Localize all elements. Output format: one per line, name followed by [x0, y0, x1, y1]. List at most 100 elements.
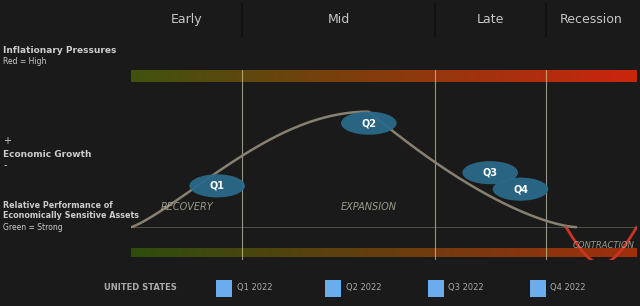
Bar: [364, 248, 369, 257]
Bar: [147, 248, 152, 257]
Text: Q2: Q2: [362, 118, 376, 128]
Text: Q4: Q4: [513, 184, 528, 194]
Bar: [268, 70, 273, 82]
Bar: [480, 70, 485, 82]
Bar: [465, 70, 470, 82]
Bar: [152, 70, 156, 82]
Bar: [455, 70, 460, 82]
Bar: [313, 248, 318, 257]
Bar: [435, 70, 440, 82]
Bar: [278, 70, 283, 82]
Bar: [253, 70, 257, 82]
Bar: [576, 70, 581, 82]
Bar: [303, 70, 308, 82]
Text: Economically Sensitive Assets: Economically Sensitive Assets: [3, 211, 140, 220]
Bar: [207, 248, 212, 257]
Bar: [419, 248, 424, 257]
Bar: [581, 248, 586, 257]
Text: Q1 2022: Q1 2022: [237, 283, 272, 292]
Text: Q2 2022: Q2 2022: [346, 283, 381, 292]
Bar: [556, 70, 561, 82]
Text: Q3 2022: Q3 2022: [448, 283, 484, 292]
Bar: [222, 70, 227, 82]
Bar: [404, 70, 410, 82]
Bar: [566, 248, 571, 257]
Bar: [511, 70, 515, 82]
Bar: [248, 248, 253, 257]
Bar: [197, 248, 202, 257]
Bar: [374, 70, 379, 82]
Bar: [177, 248, 182, 257]
Bar: [131, 70, 136, 82]
Bar: [404, 248, 410, 257]
Bar: [273, 70, 278, 82]
Bar: [212, 70, 217, 82]
Bar: [232, 248, 237, 257]
Bar: [551, 248, 556, 257]
Bar: [621, 70, 627, 82]
Bar: [440, 70, 445, 82]
Bar: [172, 70, 177, 82]
Bar: [379, 70, 384, 82]
Bar: [293, 248, 298, 257]
Bar: [243, 248, 248, 257]
Bar: [460, 248, 465, 257]
Bar: [596, 70, 602, 82]
Bar: [602, 248, 607, 257]
Bar: [187, 248, 192, 257]
Bar: [182, 248, 187, 257]
Bar: [298, 248, 303, 257]
Bar: [571, 70, 576, 82]
Bar: [586, 70, 591, 82]
Bar: [268, 248, 273, 257]
Bar: [460, 70, 465, 82]
Bar: [349, 248, 354, 257]
Text: UNITED STATES: UNITED STATES: [104, 283, 177, 292]
Text: Economic Growth: Economic Growth: [3, 150, 92, 159]
Bar: [217, 248, 222, 257]
Bar: [525, 248, 531, 257]
Bar: [556, 248, 561, 257]
Bar: [536, 248, 541, 257]
Bar: [475, 70, 480, 82]
Bar: [298, 70, 303, 82]
Bar: [531, 70, 536, 82]
Text: Mid: Mid: [328, 13, 349, 26]
Bar: [440, 248, 445, 257]
Bar: [515, 248, 520, 257]
Bar: [152, 248, 156, 257]
Bar: [262, 70, 268, 82]
Bar: [490, 248, 495, 257]
Bar: [222, 248, 227, 257]
Bar: [339, 70, 344, 82]
Text: Red = High: Red = High: [3, 57, 47, 66]
Bar: [424, 248, 429, 257]
Bar: [495, 248, 500, 257]
Bar: [237, 70, 243, 82]
Bar: [379, 248, 384, 257]
Bar: [156, 248, 161, 257]
Text: +: +: [3, 136, 11, 146]
Bar: [389, 248, 394, 257]
Bar: [515, 70, 520, 82]
Bar: [192, 248, 197, 257]
Bar: [349, 70, 354, 82]
Bar: [445, 248, 450, 257]
Text: CONTRACTION: CONTRACTION: [573, 241, 635, 250]
Bar: [475, 248, 480, 257]
Bar: [394, 248, 399, 257]
Bar: [591, 248, 596, 257]
Bar: [506, 248, 510, 257]
Bar: [566, 70, 571, 82]
Bar: [166, 248, 172, 257]
Bar: [187, 70, 192, 82]
Bar: [470, 70, 475, 82]
Bar: [500, 248, 506, 257]
Bar: [344, 70, 349, 82]
Bar: [323, 248, 328, 257]
Bar: [627, 248, 632, 257]
Bar: [141, 248, 147, 257]
Bar: [485, 248, 490, 257]
Bar: [333, 70, 339, 82]
Bar: [288, 70, 293, 82]
